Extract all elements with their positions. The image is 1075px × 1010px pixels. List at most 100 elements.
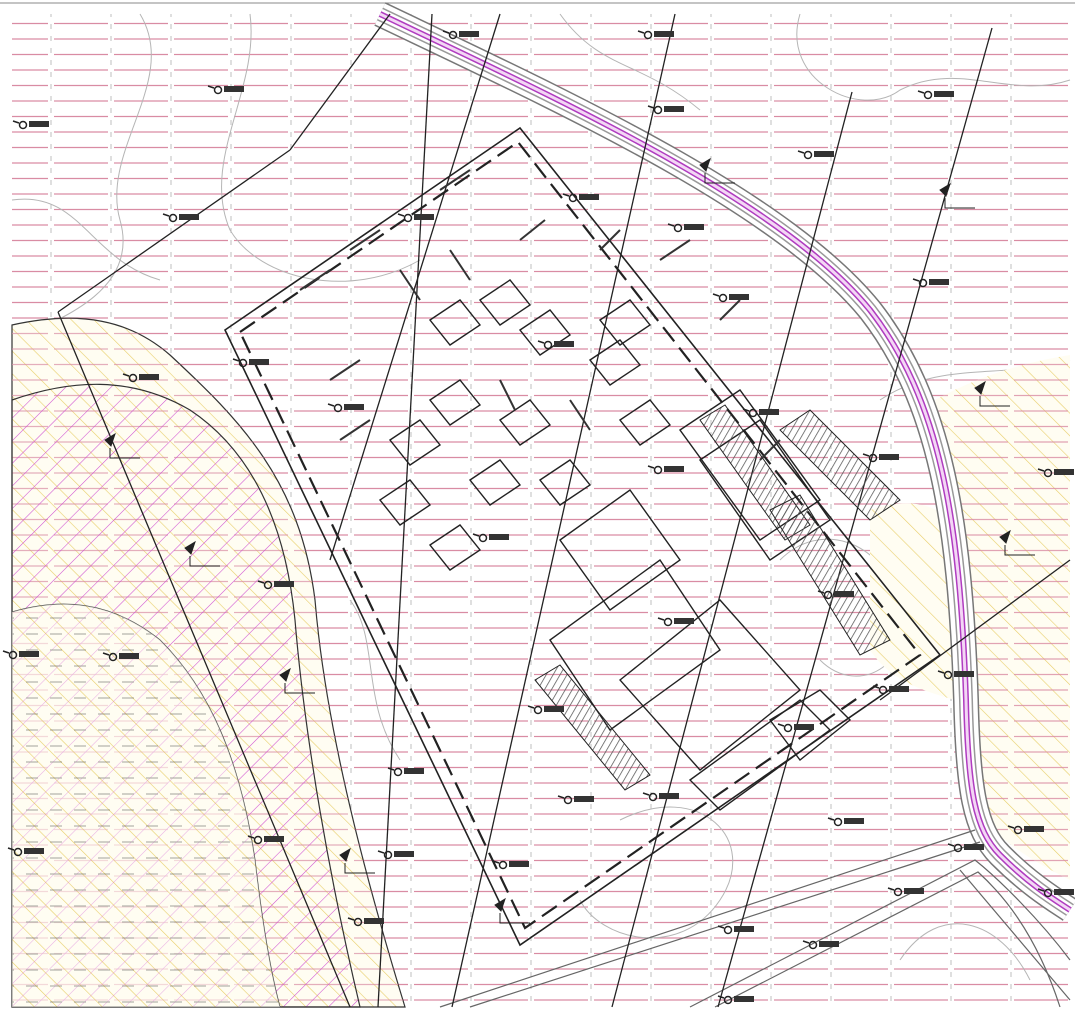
marker-label (264, 836, 284, 842)
marker-dot (923, 90, 933, 100)
marker-tick (527, 705, 535, 709)
marker-tick (397, 213, 405, 217)
marker-tick (562, 193, 570, 197)
marker-tick (327, 403, 335, 407)
marker-dot (808, 940, 818, 950)
marker-dot (1043, 888, 1053, 898)
survey-marker (102, 652, 139, 662)
road-lower (439, 829, 1071, 1008)
survey-marker (122, 373, 159, 383)
survey-marker (472, 533, 509, 543)
marker-tick (162, 213, 170, 217)
marker-dot (8, 650, 18, 660)
marker-dot (563, 795, 573, 805)
survey-marker (947, 843, 984, 853)
marker-tick (647, 465, 655, 469)
marker-tick (1037, 888, 1045, 892)
marker-dot (643, 30, 653, 40)
marker-dot (403, 213, 413, 223)
marker-tick (797, 150, 805, 154)
marker-tick (742, 408, 750, 412)
arrow-leader (109, 448, 140, 459)
survey-marker (347, 917, 384, 927)
arrow-leader (284, 683, 315, 694)
survey-marker (827, 817, 864, 827)
marker-label (659, 793, 679, 799)
marker-tick (442, 30, 450, 34)
survey-marker (7, 847, 44, 857)
survey-marker (537, 340, 574, 350)
marker-label (879, 454, 899, 460)
survey-marker (247, 835, 284, 845)
survey-marker (162, 213, 199, 223)
marker-dot (253, 835, 263, 845)
marker-tick (717, 995, 725, 999)
marker-tick (667, 223, 675, 227)
marker-label (889, 686, 909, 692)
survey-marker (717, 995, 754, 1005)
marker-label (664, 106, 684, 112)
building-ticks (299, 169, 781, 461)
marker-tick (2, 650, 10, 654)
marker-label (119, 653, 139, 659)
marker-label (734, 996, 754, 1002)
marker-label (394, 851, 414, 857)
marker-label (224, 86, 244, 92)
marker-tick (642, 792, 650, 796)
marker-tick (862, 453, 870, 457)
marker-label (344, 404, 364, 410)
marker-tick (887, 887, 895, 891)
marker-label (964, 844, 984, 850)
marker-dot (448, 30, 458, 40)
marker-label (954, 671, 974, 677)
marker-tick (257, 580, 265, 584)
marker-label (904, 888, 924, 894)
arrow-marker (279, 667, 291, 682)
survey-marker (1007, 825, 1044, 835)
marker-tick (232, 358, 240, 362)
survey-marker (327, 403, 364, 413)
marker-label (814, 151, 834, 157)
marker-dot (868, 453, 878, 463)
marker-dot (823, 590, 833, 600)
arrow-marker (999, 529, 1011, 544)
marker-tick (7, 847, 15, 851)
marker-dot (168, 213, 178, 223)
marker-label (844, 818, 864, 824)
arrow-leader (189, 556, 220, 567)
survey-marker (647, 105, 684, 115)
arrow-leader (1004, 545, 1035, 556)
survey-marker (887, 887, 924, 897)
marker-label (934, 91, 954, 97)
marker-dot (723, 925, 733, 935)
marker-dot (648, 792, 658, 802)
marker-tick (247, 835, 255, 839)
survey-marker (12, 120, 49, 130)
survey-marker (912, 278, 949, 288)
marker-dot (803, 150, 813, 160)
marker-dot (893, 887, 903, 897)
road (374, 2, 1075, 921)
marker-label (179, 214, 199, 220)
marker-tick (777, 723, 785, 727)
marker-label (139, 374, 159, 380)
marker-dot (918, 278, 928, 288)
arrow-marker (104, 432, 116, 447)
marker-label (759, 409, 779, 415)
survey-marker (232, 358, 269, 368)
survey-marker (387, 767, 424, 777)
marker-tick (802, 940, 810, 944)
marker-dot (878, 685, 888, 695)
survey-marker (802, 940, 839, 950)
marker-label (734, 926, 754, 932)
marker-tick (557, 795, 565, 799)
marker-label (1054, 889, 1074, 895)
survey-marker (557, 795, 594, 805)
marker-tick (102, 652, 110, 656)
marker-dot (653, 465, 663, 475)
marker-label (579, 194, 599, 200)
marker-dot (653, 105, 663, 115)
survey-marker (2, 650, 39, 660)
marker-dot (108, 652, 118, 662)
marker-label (414, 214, 434, 220)
